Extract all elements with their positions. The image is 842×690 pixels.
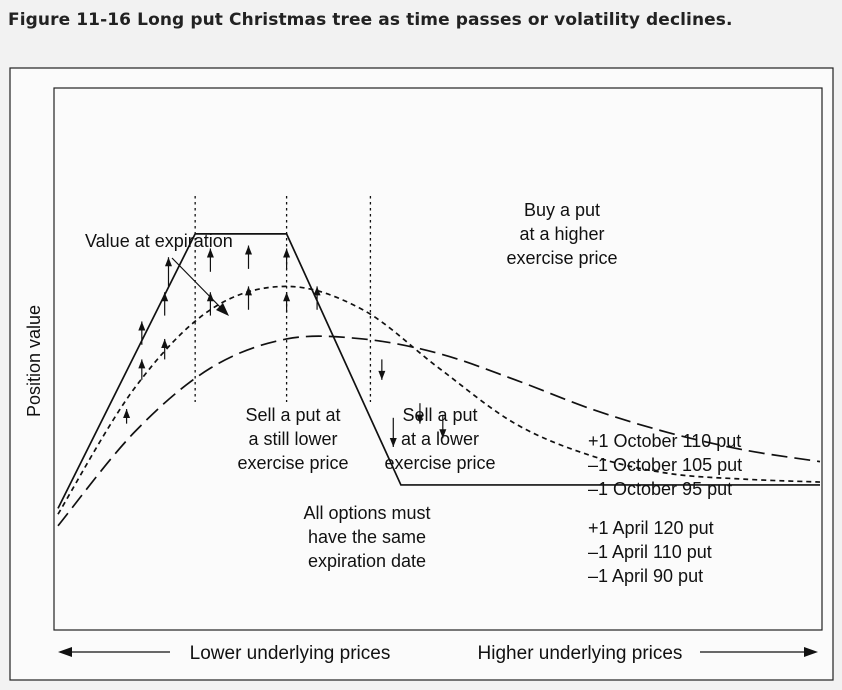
down-arrow-2 <box>389 417 397 447</box>
short-dash-value-line <box>57 285 821 515</box>
up-arrow-11 <box>283 292 291 313</box>
y-axis-label: Position value <box>24 305 44 417</box>
up-arrow-10 <box>245 245 252 269</box>
figure-title: Figure 11-16 Long put Christmas tree as … <box>8 10 733 30</box>
right-axis-arrowhead <box>804 647 818 657</box>
down-arrow-3 <box>416 403 424 424</box>
april-positions-line-2: –1 April 110 put <box>588 542 712 562</box>
long-dash-value-line <box>57 335 821 527</box>
october-positions-line-3: –1 October 95 put <box>588 479 732 499</box>
same-expiration-note: All options must have the same expiration … <box>303 503 430 571</box>
up-arrow-4 <box>161 338 169 360</box>
up-arrow-3 <box>138 321 146 345</box>
x-axis-left-label: Lower underlying prices <box>190 643 391 664</box>
sell-still-lower-label-line-2: a still lower <box>248 429 337 449</box>
buy-put-label: Buy a put at a higher exercise price <box>506 200 617 268</box>
same-expiration-note-line-1: All options must <box>303 503 430 523</box>
buy-put-label-line-2: at a higher <box>519 224 604 244</box>
up-arrow-1 <box>123 409 131 424</box>
april-positions-line-1: +1 April 120 put <box>588 518 714 538</box>
sell-still-lower-label-line-1: Sell a put at <box>245 405 340 425</box>
sell-lower-label-line-1: Sell a put <box>402 405 477 425</box>
buy-put-label-line-3: exercise price <box>506 248 617 268</box>
expiration-value-line <box>57 232 820 509</box>
up-arrow-12 <box>283 248 291 269</box>
left-axis-arrowhead <box>58 647 72 657</box>
sell-lower-label: Sell a put at a lower exercise price <box>384 405 495 473</box>
october-positions-line-2: –1 October 105 put <box>588 455 742 475</box>
up-arrow-6 <box>164 257 172 287</box>
up-arrow-9 <box>245 286 252 310</box>
down-arrow-1 <box>378 359 386 380</box>
up-arrow-5 <box>161 292 169 316</box>
same-expiration-note-line-3: expiration date <box>308 551 426 571</box>
sell-still-lower-label-line-3: exercise price <box>237 453 348 473</box>
up-arrow-8 <box>206 248 214 272</box>
same-expiration-note-line-2: have the same <box>308 527 426 547</box>
plot-area <box>53 87 823 631</box>
buy-put-label-line-1: Buy a put <box>524 200 600 220</box>
value-at-expiration-label: Value at expiration <box>85 231 233 251</box>
down-arrow-4 <box>439 414 447 439</box>
october-positions-line-1: +1 October 110 put <box>588 431 741 451</box>
april-positions-line-3: –1 April 90 put <box>588 566 703 586</box>
sell-lower-label-line-2: at a lower <box>401 429 479 449</box>
sell-still-lower-label: Sell a put at a still lower exercise price <box>237 405 348 473</box>
x-axis-right-label: Higher underlying prices <box>478 643 683 664</box>
x-axis-caption: Lower underlying prices Higher underlyin… <box>58 643 818 664</box>
april-positions: +1 April 120 put –1 April 110 put –1 April… <box>588 518 714 586</box>
october-positions: +1 October 110 put –1 October 105 put –1 O… <box>588 431 742 499</box>
up-arrow-13 <box>313 286 321 310</box>
value-at-expiration-pointer <box>171 257 229 316</box>
up-arrow-2 <box>138 359 146 380</box>
sell-lower-label-line-3: exercise price <box>384 453 495 473</box>
